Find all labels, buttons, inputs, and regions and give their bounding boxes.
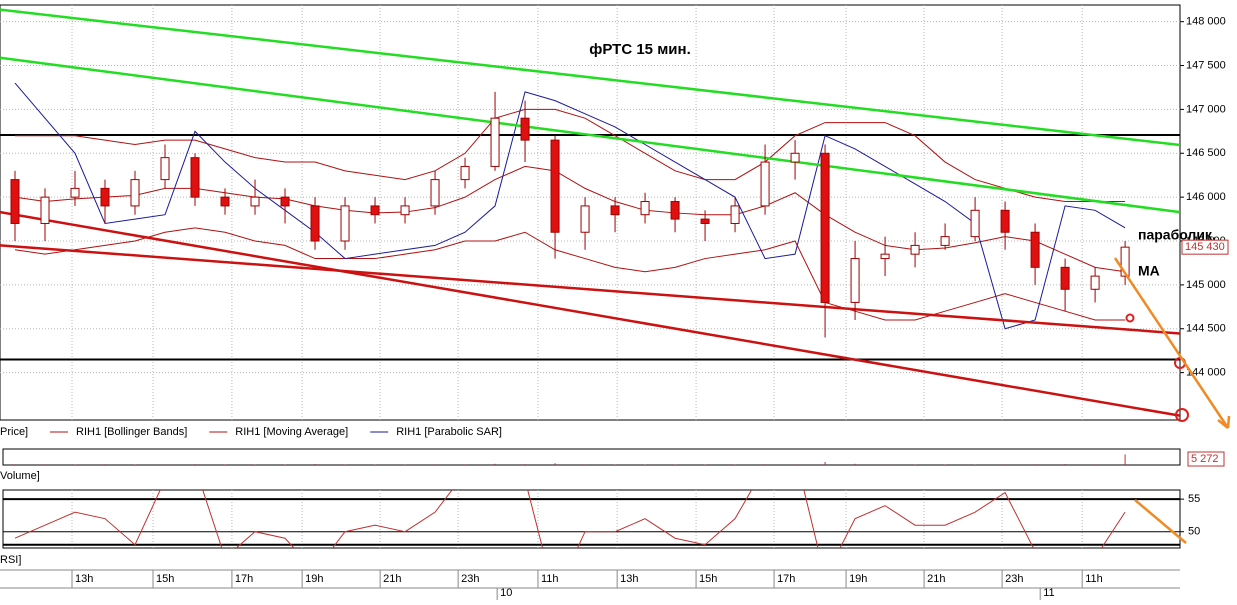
y-tick-label: 148 000 — [1186, 16, 1226, 28]
y-tick-label: 147 500 — [1186, 59, 1226, 71]
candle-body — [160, 157, 170, 181]
x-tick-label: 19h — [305, 573, 323, 585]
x-tick-label: 13h — [620, 573, 638, 585]
x-tick-label: 10 — [500, 587, 512, 599]
candle-body — [1060, 266, 1070, 290]
candle-body — [10, 179, 20, 224]
volume-box — [1187, 451, 1225, 467]
trendline — [0, 8, 1180, 147]
price-label: 145 430 — [1185, 241, 1225, 253]
candle-body — [610, 205, 620, 216]
y-tick-label: 50 — [1188, 526, 1200, 538]
candle-body — [880, 253, 890, 260]
candle-body — [550, 139, 560, 233]
trendline — [0, 210, 1180, 417]
candle-body — [790, 152, 800, 163]
x-tick-label: 11h — [541, 573, 559, 585]
candle-body — [580, 205, 590, 233]
legend-label: RIH1 [Parabolic SAR] — [396, 426, 502, 438]
x-tick-label: 21h — [383, 573, 401, 585]
x-tick-label: 15h — [156, 573, 174, 585]
x-tick-label: 17h — [777, 573, 795, 585]
candle-body — [40, 196, 50, 224]
candle-body — [340, 205, 350, 242]
rsi-plot — [3, 490, 1180, 548]
panel-label: Volume] — [0, 470, 40, 482]
candle-body — [910, 244, 920, 255]
y-tick-label: 144 500 — [1186, 323, 1226, 335]
volume-panel — [2, 448, 1181, 466]
candle-body — [850, 258, 860, 303]
candle-body — [670, 201, 680, 220]
y-tick-label: 146 000 — [1186, 191, 1226, 203]
arrow — [1134, 499, 1187, 544]
x-tick-label: 23h — [1005, 573, 1023, 585]
main-plot — [0, 5, 1180, 420]
legend-label: Price] — [0, 426, 28, 438]
candle-body — [520, 117, 530, 141]
candle-body — [820, 152, 830, 303]
candle-body — [970, 209, 980, 238]
legend-label: RIH1 [Moving Average] — [235, 426, 348, 438]
main-panel — [0, 4, 1181, 421]
volume-label: 5 272 — [1191, 453, 1219, 465]
x-tick-label: 11h — [1085, 573, 1103, 585]
legend-label: RIH1 [Bollinger Bands] — [76, 426, 187, 438]
x-tick-label: 23h — [461, 573, 479, 585]
bollinger-lower — [14, 227, 1126, 321]
annotation: MA — [1138, 263, 1160, 279]
x-tick-label: 13h — [75, 573, 93, 585]
candle-body — [310, 205, 320, 242]
rsi-line — [14, 490, 1126, 548]
marker — [1175, 408, 1189, 422]
x-tick-label: 21h — [927, 573, 945, 585]
moving-average — [14, 165, 1126, 273]
panel-label: RSI] — [0, 554, 21, 566]
candle-body — [370, 205, 380, 216]
marker — [1125, 313, 1135, 323]
candle-body — [190, 157, 200, 198]
bollinger-upper — [15, 108, 1126, 203]
candle-body — [700, 218, 710, 224]
candle-body — [490, 117, 500, 167]
trendline — [0, 56, 1180, 214]
arrow-head — [1217, 415, 1231, 429]
candle-body — [250, 196, 260, 207]
candle-body — [640, 201, 650, 216]
candle-body — [940, 236, 950, 246]
x-tick-label: 17h — [235, 573, 253, 585]
y-tick-label: 144 000 — [1186, 367, 1226, 379]
price-box — [1181, 239, 1229, 255]
arrow — [1113, 257, 1230, 429]
annotation: параболик. — [1138, 227, 1216, 243]
trendline — [0, 244, 1180, 335]
chart-title: фРТС 15 мин. — [589, 41, 691, 58]
candle-body — [430, 179, 440, 207]
candle-body — [70, 187, 80, 198]
x-tick-label: 15h — [699, 573, 717, 585]
candle-body — [1000, 209, 1010, 233]
candle-body — [100, 187, 110, 207]
candle-body — [760, 161, 770, 207]
y-tick-label: 145 000 — [1186, 279, 1226, 291]
candle-body — [280, 196, 290, 207]
candle-body — [1030, 231, 1040, 268]
x-tick-label: 19h — [849, 573, 867, 585]
y-tick-label: 147 000 — [1186, 103, 1226, 115]
candle-body — [460, 165, 470, 181]
candle-body — [1090, 275, 1100, 290]
candle-body — [730, 205, 740, 224]
candle-body — [220, 196, 230, 207]
candle-body — [130, 179, 140, 207]
x-tick-label: 11 — [1043, 587, 1054, 599]
y-tick-label: 146 500 — [1186, 147, 1226, 159]
candle-body — [1120, 246, 1130, 277]
candle-body — [400, 205, 410, 216]
y-tick-label: 55 — [1188, 493, 1200, 505]
parabolic-sar — [14, 82, 1126, 330]
